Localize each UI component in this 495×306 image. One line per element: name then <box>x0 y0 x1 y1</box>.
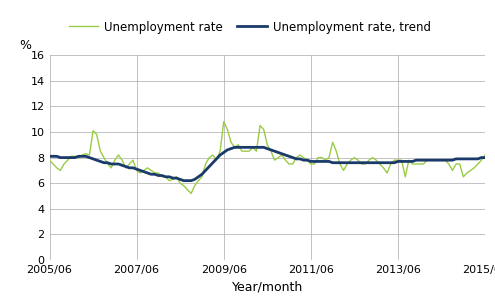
Unemployment rate <box>148 169 154 172</box>
Legend: Unemployment rate, Unemployment rate, trend: Unemployment rate, Unemployment rate, tr… <box>64 16 435 38</box>
Line: Unemployment rate, trend: Unemployment rate, trend <box>50 147 485 181</box>
Unemployment rate, trend <box>148 172 154 176</box>
Unemployment rate <box>188 192 194 195</box>
Unemployment rate <box>239 149 245 153</box>
Line: Unemployment rate: Unemployment rate <box>50 122 485 193</box>
Unemployment rate, trend <box>239 145 245 149</box>
Unemployment rate, trend <box>460 157 466 161</box>
Unemployment rate <box>460 175 466 179</box>
Text: %: % <box>19 39 31 52</box>
Unemployment rate, trend <box>181 179 187 182</box>
Unemployment rate, trend <box>326 160 332 163</box>
Unemployment rate, trend <box>348 161 354 165</box>
Unemployment rate <box>90 129 96 132</box>
Unemployment rate <box>47 158 52 162</box>
Unemployment rate, trend <box>90 157 96 161</box>
Unemployment rate <box>348 158 354 162</box>
Unemployment rate, trend <box>482 156 488 159</box>
X-axis label: Year/month: Year/month <box>232 281 303 293</box>
Unemployment rate <box>221 120 227 124</box>
Unemployment rate <box>482 153 488 157</box>
Unemployment rate, trend <box>232 145 238 149</box>
Unemployment rate <box>326 156 332 159</box>
Unemployment rate, trend <box>47 155 52 158</box>
